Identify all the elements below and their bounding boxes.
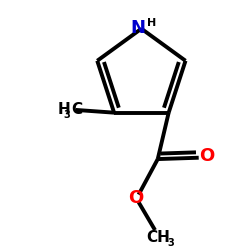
Text: 3: 3 [168,238,174,248]
Text: C: C [72,102,83,116]
Text: O: O [128,189,143,207]
Text: N: N [130,18,146,36]
Text: H: H [147,18,156,28]
Text: O: O [199,147,214,165]
Text: H: H [57,102,70,116]
Text: CH: CH [146,230,170,245]
Text: 3: 3 [64,110,70,120]
